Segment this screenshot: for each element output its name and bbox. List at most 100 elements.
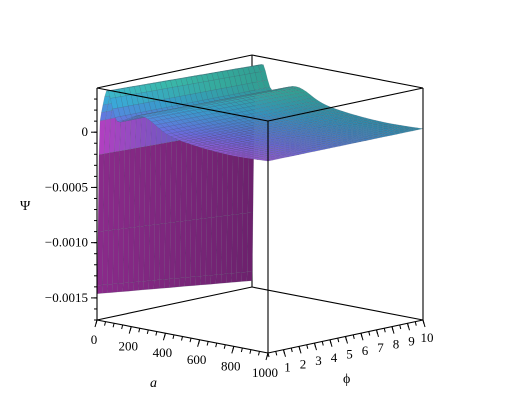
x-minor-tick — [172, 334, 175, 339]
x-minor-tick — [198, 339, 201, 344]
x-tick-label: 1000 — [252, 365, 278, 380]
y-tick-label: 10 — [421, 330, 434, 345]
surface-patch — [210, 216, 218, 276]
x-minor-tick — [181, 336, 183, 341]
y-tick-label: 2 — [300, 356, 307, 371]
surface-patch — [97, 153, 105, 232]
surface-patch — [226, 214, 233, 274]
surface-patch — [117, 282, 124, 293]
y-minor-tick — [360, 333, 363, 338]
x-tick-label: 200 — [118, 339, 138, 354]
surface-patch — [133, 226, 140, 283]
surface-patch — [189, 276, 196, 287]
x-minor-tick — [155, 331, 158, 336]
surface-patch — [138, 225, 145, 282]
y-tick-label: 8 — [393, 337, 400, 352]
surface-patch — [247, 212, 254, 273]
surface-patch — [117, 228, 125, 284]
surface-mesh — [96, 64, 424, 294]
surface-patch — [148, 224, 156, 281]
surface-patch — [169, 221, 176, 280]
surface-patch — [221, 215, 228, 275]
surface-patch — [164, 222, 171, 280]
surface-patch — [210, 274, 217, 285]
x-minor-tick — [240, 347, 243, 353]
surface-patch — [107, 229, 114, 285]
x-minor-tick — [249, 349, 252, 354]
surface-patch — [148, 280, 155, 290]
x-minor-tick — [121, 324, 124, 330]
y-minor-tick — [399, 324, 402, 330]
surface-patch — [158, 279, 165, 289]
surface-patch — [200, 275, 206, 286]
surface-patch — [112, 283, 119, 293]
y-tick-label: 5 — [346, 347, 353, 362]
y-minor-tick — [368, 331, 371, 336]
x-minor-tick — [189, 338, 192, 343]
surface-patch — [122, 282, 129, 292]
y-minor-tick — [306, 344, 309, 349]
surface-patch — [226, 273, 232, 284]
surface-patch — [200, 217, 207, 277]
surface-patch — [231, 272, 237, 283]
box-edge-front-top — [96, 87, 269, 122]
surface-patch — [195, 218, 202, 277]
surface-patch — [123, 227, 130, 284]
surface-patch — [96, 284, 103, 294]
surface-patch — [236, 272, 243, 283]
x-minor-tick — [257, 351, 260, 356]
box-edge-back-bottom — [251, 286, 424, 321]
surface-patch — [205, 275, 212, 285]
z-tick-label: −0.0010 — [45, 235, 88, 250]
z-tick-label: −0.0005 — [45, 179, 88, 194]
y-tick-label: 1 — [284, 360, 291, 375]
y-minor-tick — [290, 347, 293, 353]
surface-patch — [143, 280, 150, 290]
y-minor-tick — [329, 339, 332, 344]
surface-patch — [215, 274, 222, 284]
x-axis-title: a — [150, 376, 157, 391]
y-minor-tick — [275, 351, 278, 356]
z-axis-title: Ψ — [20, 199, 31, 214]
axis-ticks — [91, 98, 426, 361]
x-minor-tick — [163, 333, 166, 338]
box-edge-left-top — [96, 54, 253, 89]
x-minor-tick — [104, 321, 107, 326]
surface-patch — [143, 225, 150, 282]
surface-patch — [246, 271, 253, 282]
surface-patch — [179, 277, 186, 287]
x-minor-tick — [206, 341, 209, 346]
box-edge-right-top — [267, 87, 424, 122]
y-minor-tick — [352, 334, 355, 339]
surface-patch — [153, 279, 160, 290]
y-minor-tick — [422, 319, 425, 325]
surface-patch — [241, 271, 248, 282]
y-axis-title: ϕ — [343, 372, 350, 387]
x-minor-tick — [223, 344, 226, 349]
surface-patch — [159, 223, 166, 280]
surface-patch — [179, 220, 187, 279]
y-minor-tick — [383, 328, 386, 333]
surface-patch — [241, 212, 249, 273]
surface-patch — [169, 278, 175, 288]
surface-patch — [97, 230, 104, 286]
y-minor-tick — [314, 342, 316, 348]
surface-patch — [127, 281, 134, 292]
x-tick-label: 800 — [221, 358, 241, 373]
surface-patch — [195, 275, 201, 286]
surface-patch — [138, 281, 144, 291]
x-minor-tick — [232, 346, 235, 351]
y-tick-label: 7 — [377, 340, 384, 355]
y-tick-label: 9 — [408, 333, 415, 348]
y-minor-tick — [337, 338, 340, 343]
surface-patch — [102, 230, 109, 286]
y-minor-tick — [376, 329, 378, 335]
surface-patch — [102, 284, 108, 294]
z-tick-label: −0.0015 — [45, 290, 88, 305]
x-minor-tick — [95, 319, 98, 325]
surface-patch — [190, 219, 197, 278]
surface-patch — [133, 281, 139, 291]
y-minor-tick — [414, 321, 417, 326]
surface-patch — [231, 214, 238, 274]
